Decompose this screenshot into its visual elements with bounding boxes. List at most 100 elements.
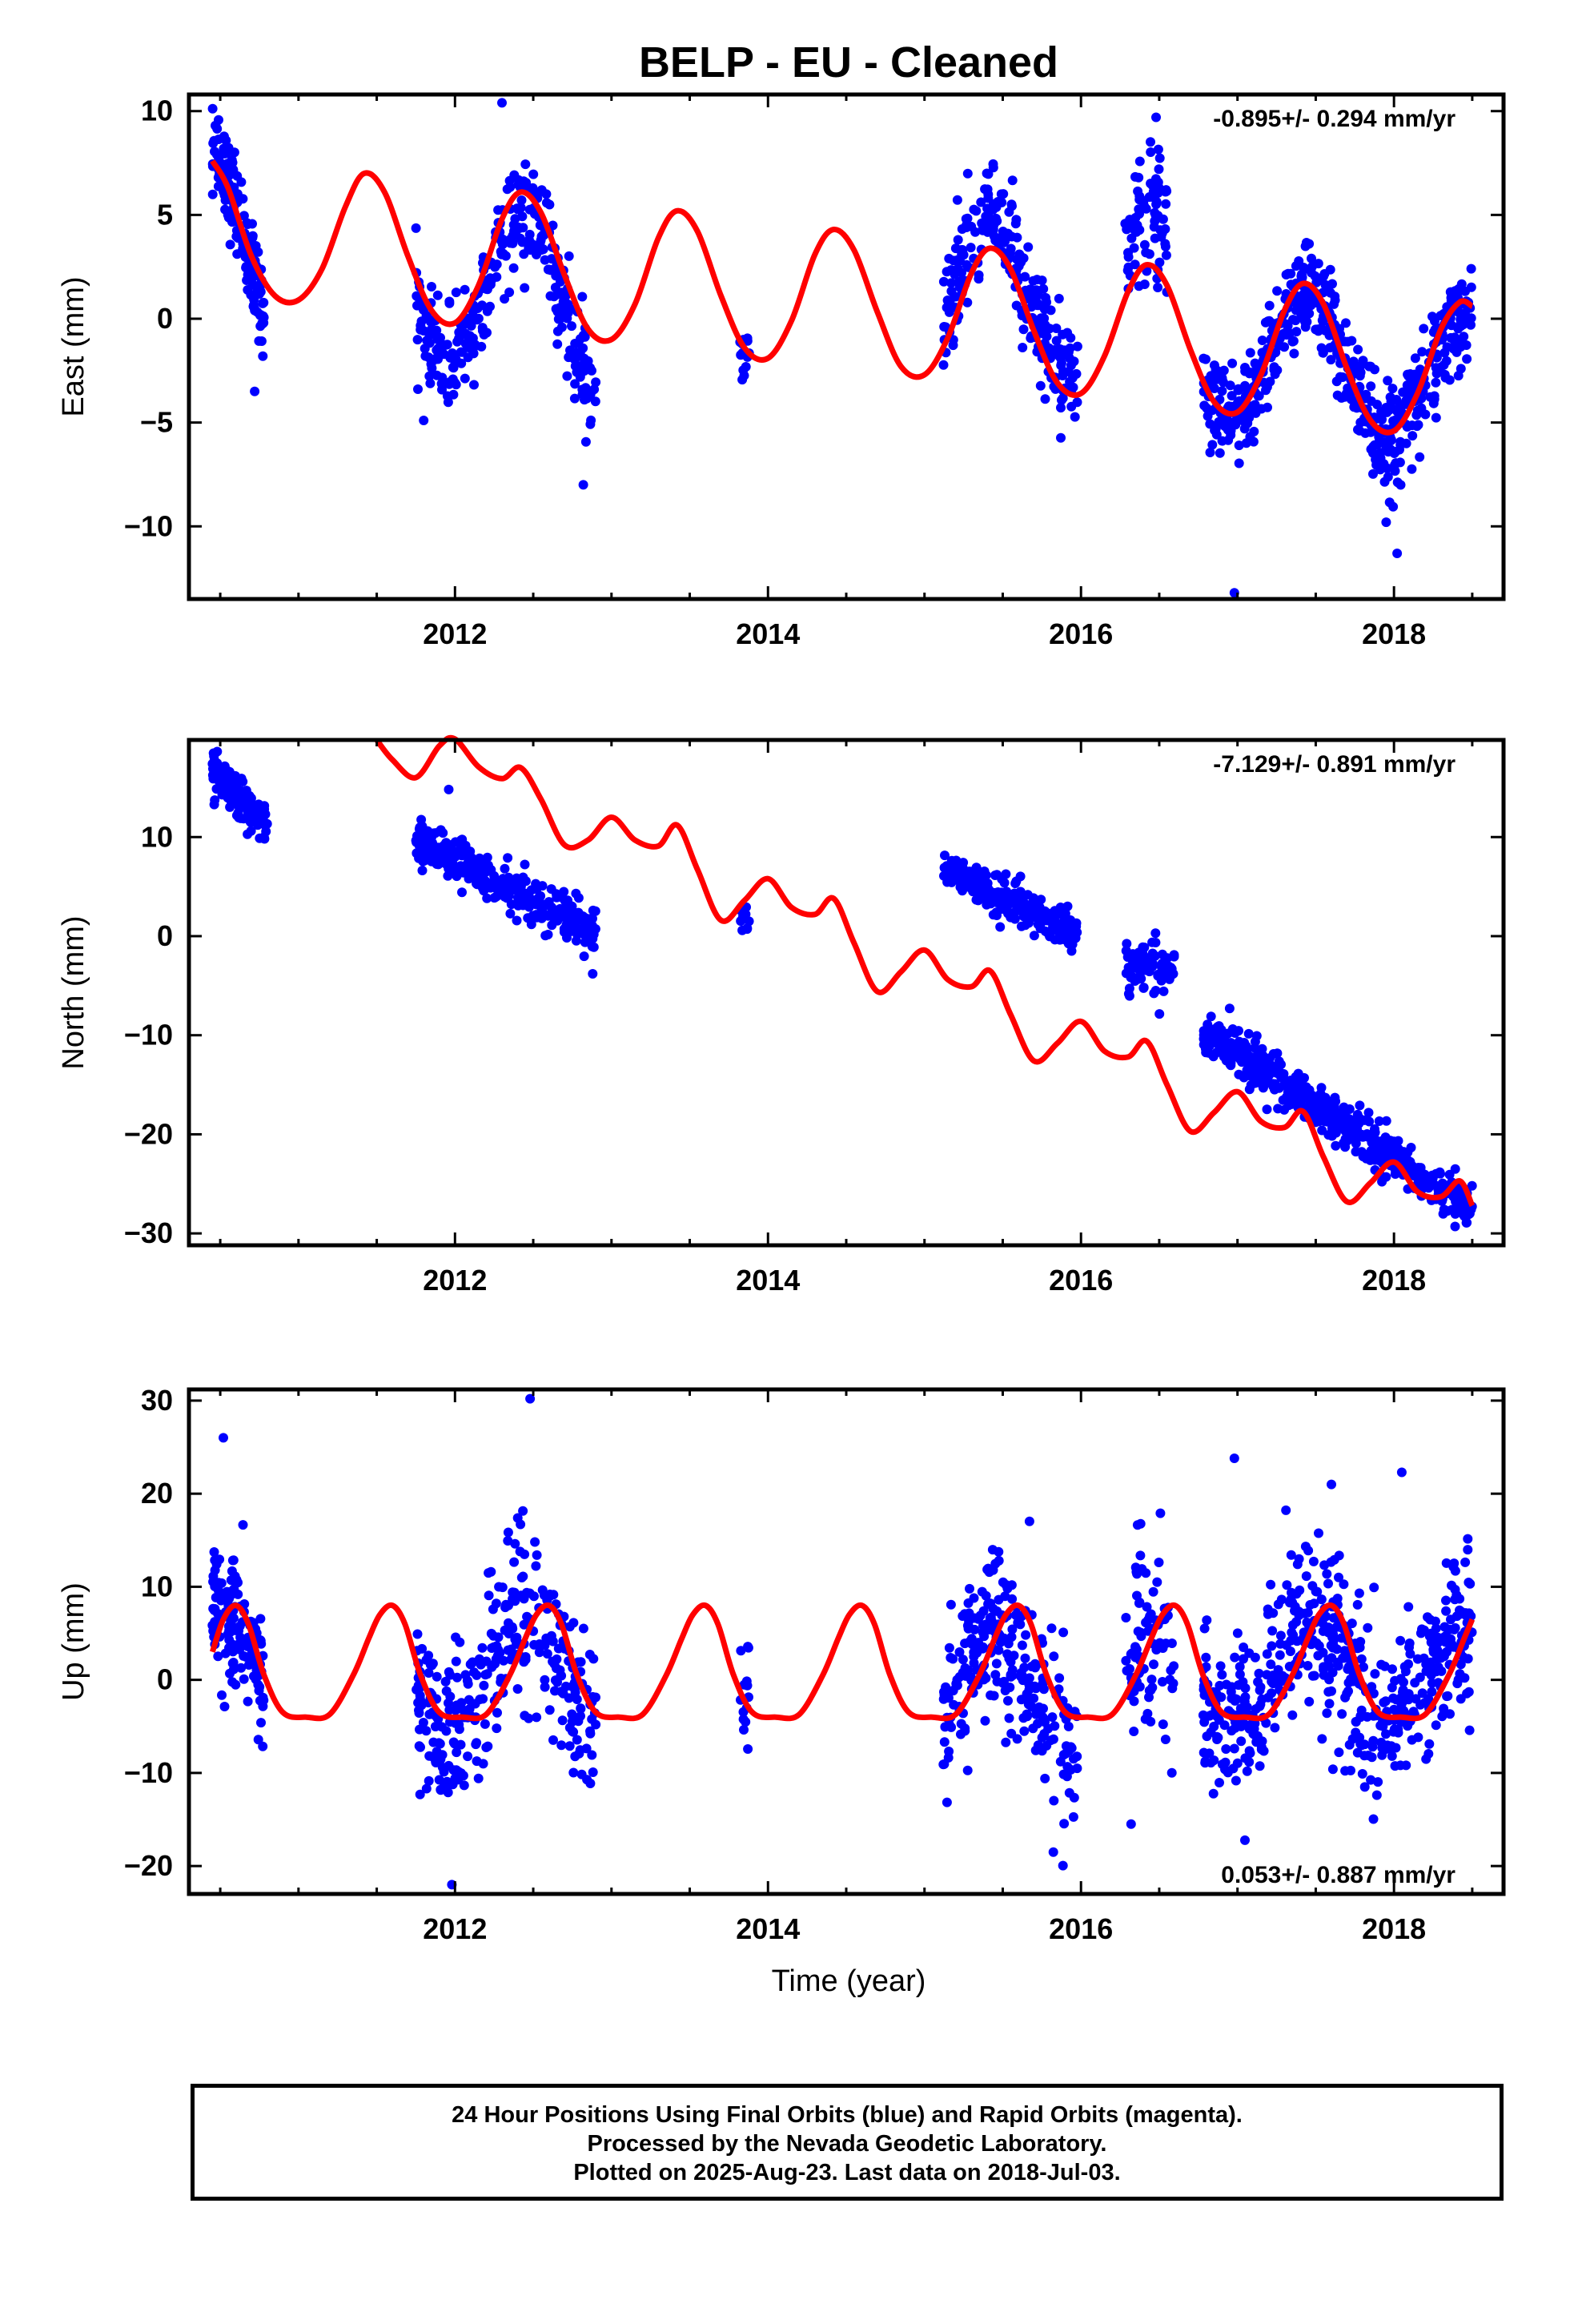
- east-point: [577, 292, 588, 302]
- up-point: [516, 1519, 526, 1530]
- up-point: [1390, 1761, 1400, 1771]
- up-point: [986, 1598, 995, 1609]
- north-point: [1030, 904, 1041, 915]
- north-point: [1467, 1180, 1477, 1191]
- up-point: [1199, 1623, 1210, 1634]
- east-point: [258, 351, 268, 361]
- up-point: [548, 1735, 558, 1745]
- east-point: [1420, 409, 1431, 420]
- up-point: [1334, 1572, 1343, 1582]
- north-point: [232, 790, 243, 800]
- east-point: [580, 436, 591, 447]
- east-point: [962, 223, 972, 232]
- up-point: [1430, 1616, 1440, 1626]
- up-point: [1062, 1762, 1073, 1772]
- up-point: [1357, 1769, 1367, 1779]
- up-point: [481, 1743, 492, 1752]
- up-point: [1417, 1688, 1427, 1699]
- east-point: [1355, 425, 1365, 436]
- up-point: [1324, 1675, 1335, 1685]
- east-y-tick-label: −5: [140, 406, 173, 439]
- up-point: [1427, 1678, 1437, 1688]
- east-point: [550, 283, 560, 292]
- east-point: [1051, 336, 1062, 346]
- up-point: [1199, 1690, 1210, 1700]
- up-point: [1262, 1649, 1272, 1659]
- up-point: [946, 1653, 956, 1663]
- up-point: [1062, 1771, 1072, 1782]
- up-point: [416, 1742, 425, 1752]
- up-point: [479, 1680, 489, 1691]
- east-point: [1329, 299, 1339, 309]
- east-point: [420, 351, 431, 361]
- north-point: [1381, 1116, 1391, 1126]
- east-point: [1161, 199, 1171, 209]
- east-point: [1244, 412, 1255, 423]
- east-point: [213, 181, 223, 191]
- east-point: [528, 183, 538, 193]
- east-point: [966, 243, 976, 253]
- east-point: [953, 263, 963, 274]
- up-point: [452, 1747, 462, 1758]
- east-point: [1230, 417, 1240, 428]
- up-point: [969, 1658, 979, 1668]
- north-point: [547, 920, 557, 931]
- up-point: [1126, 1649, 1136, 1659]
- north-point: [531, 879, 541, 889]
- up-point: [443, 1787, 453, 1798]
- up-point: [1407, 1735, 1417, 1745]
- east-point: [1281, 330, 1291, 340]
- up-point: [424, 1775, 434, 1786]
- up-point: [1166, 1638, 1177, 1648]
- north-point: [1299, 1080, 1309, 1091]
- up-point: [1133, 1626, 1143, 1637]
- up-point: [1132, 1520, 1142, 1530]
- up-point: [1242, 1766, 1252, 1776]
- up-point: [1308, 1556, 1319, 1566]
- up-point: [1356, 1740, 1367, 1751]
- north-point: [1355, 1100, 1365, 1111]
- up-outlier-point: [525, 1393, 536, 1404]
- east-point: [1026, 285, 1036, 296]
- east-point: [528, 169, 539, 179]
- up-point: [743, 1642, 753, 1652]
- north-point: [1273, 1104, 1283, 1114]
- up-point: [977, 1586, 987, 1597]
- east-point: [1353, 344, 1363, 355]
- up-point: [544, 1705, 555, 1715]
- north-point: [1035, 923, 1046, 934]
- east-point: [1012, 232, 1022, 243]
- east-point: [1153, 144, 1163, 155]
- up-point: [510, 1538, 520, 1549]
- east-point: [1466, 263, 1476, 274]
- north-point: [1340, 1134, 1351, 1144]
- up-point: [1281, 1505, 1291, 1515]
- east-point: [1023, 242, 1034, 252]
- up-point: [1227, 1726, 1237, 1736]
- east-point: [427, 282, 436, 292]
- north-point: [209, 771, 219, 781]
- east-point: [497, 239, 508, 250]
- up-point: [519, 1619, 529, 1630]
- east-point: [741, 362, 751, 372]
- north-point: [1050, 912, 1060, 923]
- up-point: [441, 1686, 452, 1696]
- north-point: [212, 746, 223, 757]
- north-point: [1158, 986, 1169, 996]
- up-point: [441, 1726, 452, 1736]
- up-point: [1411, 1694, 1421, 1704]
- up-point: [239, 1674, 249, 1684]
- north-point: [1243, 1028, 1254, 1039]
- up-point: [412, 1629, 423, 1639]
- up-point: [1034, 1702, 1044, 1712]
- up-point: [518, 1571, 528, 1582]
- east-point: [492, 259, 502, 270]
- up-point: [1441, 1595, 1451, 1606]
- north-point: [1147, 948, 1158, 959]
- east-point: [524, 229, 535, 239]
- up-point: [1215, 1680, 1225, 1691]
- east-point: [444, 379, 455, 389]
- up-point: [210, 1565, 220, 1575]
- east-rate-label: -0.895+/- 0.294 mm/yr: [1213, 106, 1456, 132]
- north-point: [424, 831, 434, 841]
